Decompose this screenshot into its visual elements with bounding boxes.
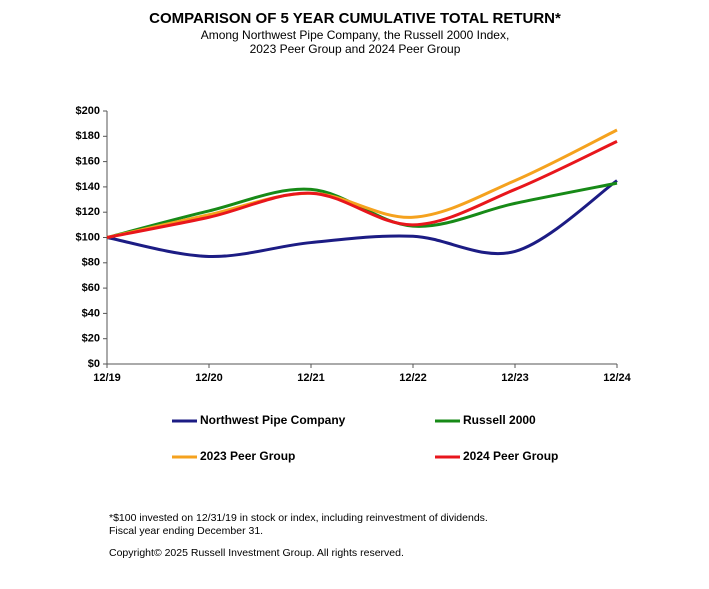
x-tick-label: 12/19 <box>93 372 121 384</box>
y-tick-label: $140 <box>76 181 100 193</box>
series-line <box>106 128 618 239</box>
footnote: Copyright© 2025 Russell Investment Group… <box>109 547 404 559</box>
legend-label: Russell 2000 <box>463 413 536 427</box>
chart-subtitle: 2023 Peer Group and 2024 Peer Group <box>250 42 461 56</box>
x-tick-label: 12/24 <box>603 372 631 384</box>
y-tick-label: $100 <box>76 231 100 243</box>
y-tick-label: $120 <box>76 206 100 218</box>
x-tick-label: 12/22 <box>399 372 427 384</box>
legend-label: Northwest Pipe Company <box>200 413 346 427</box>
x-tick-label: 12/21 <box>297 372 325 384</box>
y-tick-label: $60 <box>82 282 100 294</box>
y-tick-label: $0 <box>88 358 100 370</box>
footnote: *$100 invested on 12/31/19 in stock or i… <box>109 512 488 524</box>
legend-label: 2023 Peer Group <box>200 449 295 463</box>
x-tick-label: 12/20 <box>195 372 223 384</box>
legend-label: 2024 Peer Group <box>463 449 558 463</box>
footnote: Fiscal year ending December 31. <box>109 525 263 537</box>
series-line <box>106 181 618 239</box>
x-tick-label: 12/23 <box>501 372 529 384</box>
y-tick-label: $80 <box>82 257 100 269</box>
y-tick-label: $160 <box>76 156 100 168</box>
y-tick-label: $180 <box>76 130 100 142</box>
y-tick-label: $200 <box>76 105 100 117</box>
chart-subtitle: Among Northwest Pipe Company, the Russel… <box>201 28 510 42</box>
series-line <box>106 140 618 239</box>
y-tick-label: $20 <box>82 333 100 345</box>
series-line <box>106 179 618 258</box>
chart-title: COMPARISON OF 5 YEAR CUMULATIVE TOTAL RE… <box>149 10 561 27</box>
y-tick-label: $40 <box>82 307 100 319</box>
